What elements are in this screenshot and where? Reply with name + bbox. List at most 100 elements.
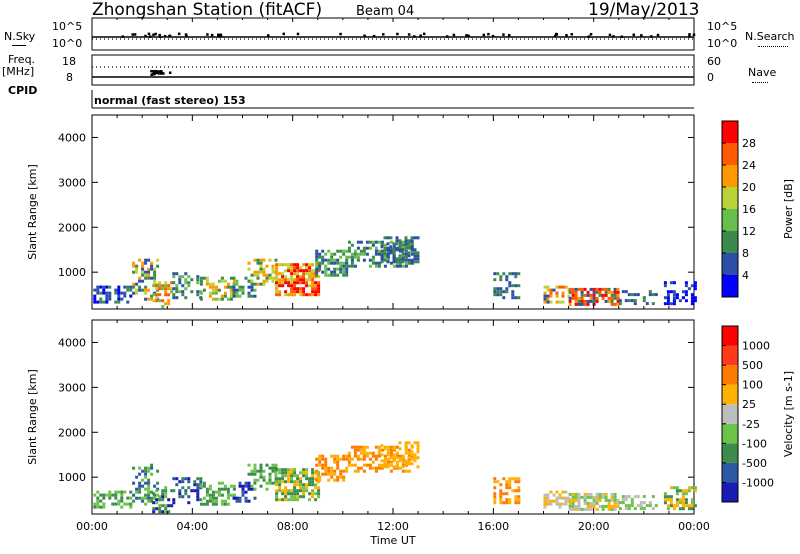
power-cell bbox=[305, 266, 309, 270]
velocity-cell bbox=[232, 496, 236, 500]
velocity-cell bbox=[315, 463, 319, 467]
velocity-cell bbox=[514, 477, 518, 481]
velocity-cell bbox=[675, 489, 679, 493]
velocity-cell bbox=[583, 501, 587, 505]
power-cell bbox=[311, 269, 315, 273]
velocity-cell bbox=[158, 498, 162, 502]
velocity-cell bbox=[564, 496, 568, 500]
nsky-point bbox=[396, 32, 399, 36]
velocity-cell bbox=[508, 483, 512, 487]
power-cell bbox=[389, 245, 393, 249]
power-cell bbox=[293, 293, 297, 297]
power-cell bbox=[132, 282, 136, 286]
power-cell bbox=[330, 255, 334, 259]
velocity-cell bbox=[383, 454, 387, 458]
power-cell bbox=[296, 287, 300, 291]
velocity-cell bbox=[389, 469, 393, 473]
power-cell bbox=[663, 284, 667, 288]
power-cell bbox=[299, 269, 303, 273]
velocity-cell bbox=[496, 480, 500, 484]
power-cell bbox=[345, 261, 349, 265]
panel-frame bbox=[91, 17, 695, 51]
power-cell bbox=[666, 290, 670, 294]
velocity-cell bbox=[353, 454, 357, 458]
velocity-cell bbox=[253, 487, 257, 491]
velocity-cell bbox=[416, 456, 420, 460]
velocity-cell bbox=[669, 504, 673, 508]
velocity-cell bbox=[268, 478, 272, 482]
power-cell bbox=[199, 297, 203, 301]
power-cell bbox=[636, 293, 640, 297]
velocity-cell bbox=[356, 469, 360, 473]
velocity-cell bbox=[517, 495, 521, 499]
velocity-cell bbox=[663, 492, 667, 496]
velocity-cell bbox=[604, 498, 608, 502]
velocity-cell bbox=[102, 502, 106, 506]
power-cell bbox=[211, 288, 215, 292]
power-cell bbox=[648, 293, 652, 297]
velocity-cell bbox=[404, 462, 408, 466]
power-cell bbox=[141, 261, 145, 265]
power-cell bbox=[604, 293, 608, 297]
colorbar-tick-label: 24 bbox=[742, 159, 756, 172]
power-cell bbox=[555, 300, 559, 304]
velocity-cell bbox=[636, 495, 640, 499]
power-cell bbox=[353, 249, 357, 253]
power-cell bbox=[601, 293, 605, 297]
velocity-cell bbox=[687, 504, 691, 508]
velocity-cell bbox=[238, 484, 242, 488]
y-tick-label: 2000 bbox=[58, 221, 86, 234]
power-cell bbox=[345, 264, 349, 268]
velocity-cell bbox=[290, 492, 294, 496]
power-cell bbox=[181, 293, 185, 297]
velocity-cell bbox=[380, 453, 384, 457]
power-cell bbox=[616, 287, 620, 291]
velocity-cell bbox=[262, 475, 266, 479]
power-cell bbox=[217, 279, 221, 283]
velocity-cell bbox=[161, 504, 165, 508]
power-cell bbox=[259, 270, 263, 274]
power-cell bbox=[598, 287, 602, 291]
power-cell bbox=[574, 302, 578, 306]
velocity-cell bbox=[318, 463, 322, 467]
velocity-cell bbox=[392, 453, 396, 457]
power-cell bbox=[271, 267, 275, 271]
power-cell bbox=[317, 290, 321, 294]
velocity-cell bbox=[651, 507, 655, 511]
power-cell bbox=[395, 260, 399, 264]
velocity-cell bbox=[226, 496, 230, 500]
power-cell bbox=[293, 266, 297, 270]
power-cell bbox=[350, 252, 354, 256]
velocity-cell bbox=[546, 499, 550, 503]
power-cell bbox=[214, 297, 218, 301]
velocity-cell bbox=[293, 489, 297, 493]
velocity-cell bbox=[296, 480, 300, 484]
velocity-cell bbox=[311, 489, 315, 493]
power-cell bbox=[317, 293, 321, 297]
velocity-cell bbox=[386, 457, 390, 461]
velocity-cell bbox=[601, 507, 605, 511]
power-cell bbox=[290, 290, 294, 294]
power-cell bbox=[374, 264, 378, 268]
power-cell bbox=[389, 261, 393, 265]
velocity-cell bbox=[681, 501, 685, 505]
nsky-point bbox=[210, 33, 214, 37]
velocity-cell bbox=[262, 478, 266, 482]
power-cell bbox=[564, 285, 568, 289]
velocity-cell bbox=[172, 498, 176, 502]
power-cell bbox=[196, 275, 200, 279]
power-cell bbox=[362, 258, 366, 262]
velocity-cell bbox=[558, 496, 562, 500]
power-cell bbox=[144, 270, 148, 274]
power-cell bbox=[333, 261, 337, 265]
power-cell bbox=[362, 246, 366, 250]
power-cell bbox=[416, 236, 420, 240]
power-cell bbox=[595, 290, 599, 294]
velocity-cell bbox=[290, 477, 294, 481]
velocity-cell bbox=[639, 501, 643, 505]
velocity-cell bbox=[138, 487, 142, 491]
colorbar-label: Velocity [m s-1] bbox=[782, 371, 795, 457]
velocity-cell bbox=[259, 475, 263, 479]
power-cell bbox=[401, 251, 405, 255]
velocity-cell bbox=[345, 466, 349, 470]
